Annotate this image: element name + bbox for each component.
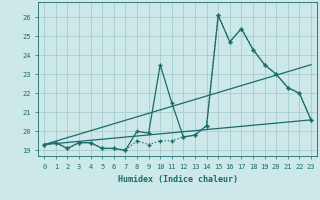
X-axis label: Humidex (Indice chaleur): Humidex (Indice chaleur) bbox=[118, 175, 238, 184]
